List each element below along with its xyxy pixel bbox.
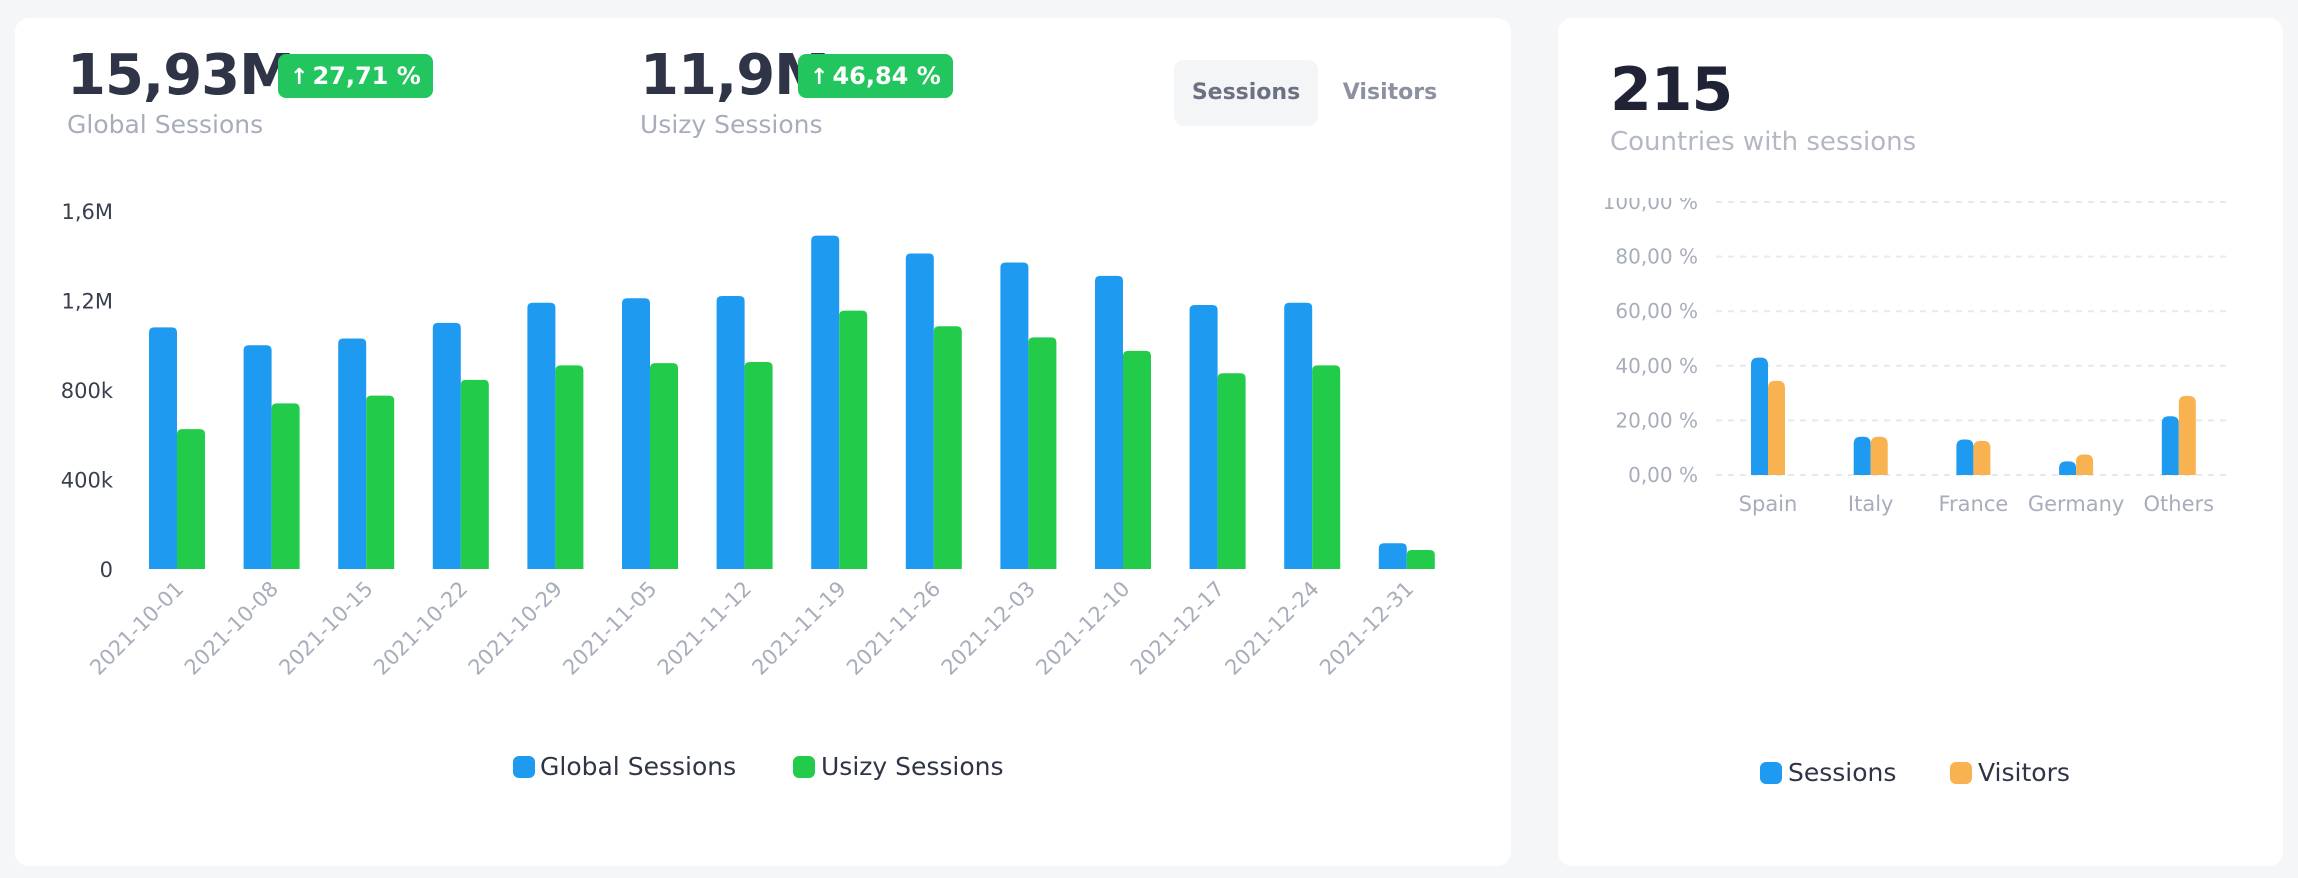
- bar-sessions: [1853, 436, 1871, 475]
- countries-bar-chart: 0,00 % 20,00 % 40,00 % 60,00 % 80,00 % 100,00…: [1603, 198, 2230, 516]
- x-tick-label: 2021-12-17: [1126, 577, 1229, 680]
- y-tick-label: 0,00 %: [1628, 463, 1698, 487]
- bar-global-sessions: [1284, 302, 1313, 569]
- bar-usizy-sessions: [839, 310, 868, 569]
- bar-visitors: [2178, 395, 2196, 475]
- y-tick-label: 20,00 %: [1615, 408, 1698, 432]
- bar-usizy-sessions: [1123, 350, 1151, 569]
- x-tick-label: Germany: [2028, 492, 2125, 516]
- bar-usizy-sessions: [1406, 549, 1435, 569]
- y-tick-label: 0: [100, 558, 113, 582]
- bar-sessions: [1956, 439, 1974, 475]
- global-sessions-label: Global Sessions: [67, 110, 264, 139]
- bar-usizy-sessions: [650, 363, 678, 569]
- legend-global-swatch: [513, 756, 535, 778]
- usizy-sessions-label: Usizy Sessions: [640, 110, 823, 139]
- x-tick-label: 2021-11-05: [558, 577, 661, 680]
- y-tick-label: 1,6M: [61, 200, 113, 224]
- bar-global-sessions: [716, 296, 745, 569]
- bar-usizy-sessions: [271, 403, 300, 569]
- legend-sessions-swatch: [1760, 762, 1782, 784]
- bar-visitors: [1973, 440, 1991, 475]
- x-tick-label: 2021-10-08: [180, 577, 283, 680]
- legend-visitors-swatch: [1950, 762, 1972, 784]
- legend-sessions[interactable]: Sessions: [1788, 758, 1897, 787]
- x-tick-label: 2021-11-12: [653, 577, 756, 680]
- bar-global-sessions: [811, 235, 840, 570]
- sessions-bar-chart: 0400k800k1,2M1,6M2021-10-012021-10-08202…: [61, 200, 1435, 680]
- x-tick-label: 2021-11-26: [842, 577, 945, 680]
- x-tick-label: 2021-10-01: [85, 577, 188, 680]
- x-tick-label: 2021-10-29: [464, 577, 567, 680]
- countries-card: 215 Countries with sessions 0,00 % 20,00 …: [1558, 18, 2283, 866]
- bar-global-sessions: [1378, 543, 1407, 569]
- bar-global-sessions: [1000, 262, 1029, 569]
- usizy-sessions-change: 46,84 %: [832, 62, 941, 90]
- countries-count: 215: [1610, 55, 1733, 125]
- bar-usizy-sessions: [1028, 337, 1057, 569]
- bar-usizy-sessions: [744, 362, 773, 569]
- y-tick-label: 80,00 %: [1615, 245, 1698, 269]
- arrow-up-icon: ↑: [810, 65, 829, 90]
- legend-usizy-sessions[interactable]: Usizy Sessions: [821, 752, 1004, 781]
- global-sessions-change: 27,71 %: [312, 62, 421, 90]
- x-tick-label: 2021-12-31: [1315, 577, 1418, 680]
- arrow-up-icon: ↑: [290, 65, 309, 90]
- global-sessions-value: 15,93M: [67, 43, 295, 108]
- x-tick-label: 2021-12-24: [1220, 577, 1323, 680]
- x-tick-label: 2021-12-03: [937, 577, 1040, 680]
- bar-usizy-sessions: [555, 365, 584, 569]
- bar-global-sessions: [905, 253, 934, 569]
- bar-usizy-sessions: [460, 379, 489, 569]
- x-tick-label: France: [1938, 492, 2008, 516]
- bar-visitors: [1768, 380, 1785, 475]
- bar-sessions: [2161, 416, 2179, 475]
- bar-global-sessions: [149, 327, 177, 569]
- x-tick-label: 2021-12-10: [1031, 577, 1134, 680]
- y-tick-label: 400k: [61, 469, 114, 493]
- bar-usizy-sessions: [1312, 365, 1341, 569]
- legend-global-sessions[interactable]: Global Sessions: [540, 752, 737, 781]
- bar-global-sessions: [338, 338, 367, 569]
- x-tick-label: 2021-11-19: [747, 577, 850, 680]
- x-tick-label: Italy: [1848, 492, 1894, 516]
- x-tick-label: 2021-10-15: [274, 577, 377, 680]
- global-sessions-change-badge: ↑ 27,71 %: [278, 54, 433, 98]
- bar-sessions: [2059, 461, 2077, 475]
- y-tick-label: 40,00 %: [1615, 354, 1698, 378]
- y-tick-label: 1,2M: [61, 290, 113, 314]
- sessions-toggle-button[interactable]: Sessions: [1174, 60, 1318, 126]
- legend-visitors[interactable]: Visitors: [1978, 758, 2070, 787]
- bar-usizy-sessions: [177, 429, 205, 569]
- usizy-sessions-change-badge: ↑ 46,84 %: [798, 54, 953, 98]
- bar-global-sessions: [1095, 275, 1123, 569]
- bar-global-sessions: [1189, 304, 1218, 569]
- y-tick-label: 100,00 %: [1603, 198, 1698, 214]
- y-tick-label: 800k: [61, 379, 114, 403]
- y-tick-label: 60,00 %: [1615, 299, 1698, 323]
- x-tick-label: 2021-10-22: [369, 577, 472, 680]
- visitors-toggle-button[interactable]: Visitors: [1342, 80, 1438, 105]
- bar-usizy-sessions: [366, 395, 395, 569]
- bar-global-sessions: [243, 345, 272, 569]
- x-tick-label: Others: [2144, 492, 2215, 516]
- bar-visitors: [2076, 454, 2094, 475]
- bar-global-sessions: [527, 302, 556, 569]
- countries-label: Countries with sessions: [1610, 127, 1917, 157]
- legend-usizy-swatch: [793, 756, 815, 778]
- bar-sessions: [1751, 357, 1768, 475]
- bar-global-sessions: [432, 322, 461, 569]
- bar-usizy-sessions: [1217, 373, 1246, 569]
- bar-global-sessions: [622, 298, 650, 569]
- bar-visitors: [1870, 436, 1888, 475]
- x-tick-label: Spain: [1739, 492, 1798, 516]
- bar-usizy-sessions: [933, 326, 962, 569]
- sessions-card: 15,93M ↑ 27,71 % Global Sessions 11,9M ↑ 4…: [15, 18, 1511, 866]
